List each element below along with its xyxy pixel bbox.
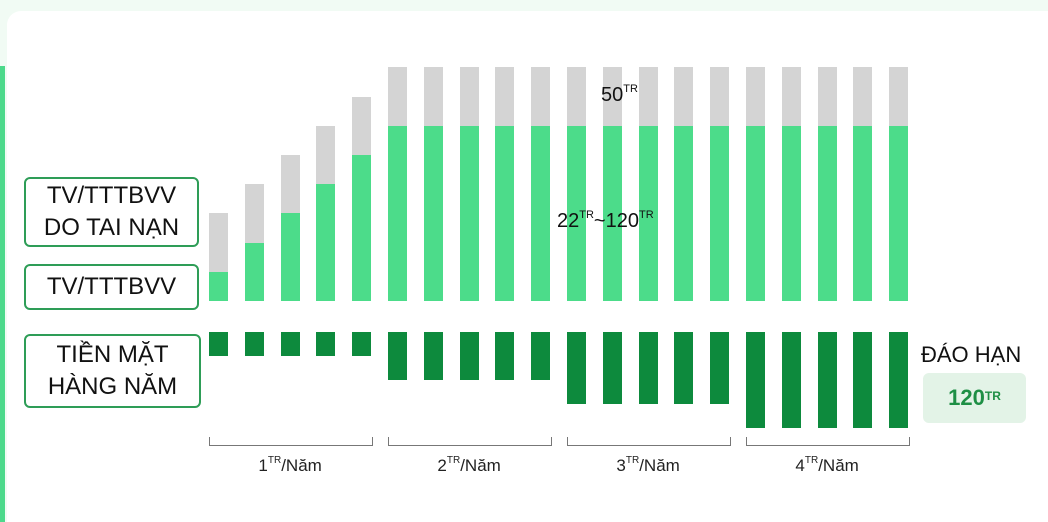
annual-cash-bar <box>352 332 372 356</box>
accident-bar <box>602 67 622 126</box>
group-label: 2TR/Năm <box>437 455 501 475</box>
maturity-value-box: 120 TR <box>923 373 1026 423</box>
death-benefit-bar <box>781 125 801 301</box>
death-benefit-bar <box>280 213 300 301</box>
annotation-mid-range: 22TR~120TR <box>557 209 654 232</box>
annual-cash-bar <box>746 332 765 428</box>
accident-bar <box>710 67 730 126</box>
accident-bar <box>209 213 228 272</box>
accident-bar <box>280 155 300 214</box>
death-benefit-bar <box>459 125 479 301</box>
death-benefit-bar <box>638 125 658 301</box>
death-benefit-bar <box>674 125 694 301</box>
accident-bar <box>853 67 873 126</box>
death-benefit-bar <box>352 155 372 301</box>
annual-cash-bar <box>674 332 694 404</box>
label-accident-death: TV/TTTBVV DO TAI NẠN <box>24 177 199 247</box>
accident-bar <box>388 67 407 126</box>
annual-cash-bar <box>817 332 837 428</box>
annual-cash-bar <box>244 332 264 356</box>
annual-cash-bar <box>531 332 551 380</box>
accident-bar <box>495 67 515 126</box>
accident-bar <box>746 67 765 126</box>
annual-cash-bar <box>495 332 515 380</box>
annual-cash-bar <box>209 332 228 356</box>
death-benefit-bar <box>316 184 336 301</box>
accident-bar <box>531 67 551 126</box>
annual-cash-bar <box>567 332 586 404</box>
group-bracket <box>209 437 374 446</box>
annual-cash-bar <box>602 332 622 404</box>
annual-cash-bar <box>781 332 801 428</box>
death-benefit-bar <box>602 125 622 301</box>
annotation-top-value: 50TR <box>601 83 638 106</box>
label-annual-cash: TIỀN MẶT HÀNG NĂM <box>24 334 201 408</box>
accident-bar <box>423 67 443 126</box>
accent-bar <box>0 66 5 522</box>
death-benefit-bar <box>495 125 515 301</box>
annual-cash-bar <box>388 332 407 380</box>
death-benefit-bar <box>388 125 407 301</box>
death-benefit-bar <box>817 125 837 301</box>
accident-bar <box>567 67 586 126</box>
group-bracket <box>746 437 911 446</box>
death-benefit-bar <box>244 242 264 301</box>
annual-cash-bar <box>423 332 443 380</box>
annual-cash-bar <box>316 332 336 356</box>
accident-bar <box>889 67 909 126</box>
accident-bar <box>316 125 336 185</box>
accident-bar <box>244 184 264 243</box>
death-benefit-bar <box>209 271 228 301</box>
accident-bar <box>459 67 479 126</box>
death-benefit-bar <box>567 125 586 301</box>
death-benefit-bar <box>889 125 909 301</box>
group-label: 4TR/Năm <box>795 455 859 475</box>
annual-cash-bar <box>638 332 658 404</box>
death-benefit-bar <box>531 125 551 301</box>
group-label: 1TR/Năm <box>258 455 322 475</box>
label-death: TV/TTTBVV <box>24 264 199 310</box>
accident-bar <box>352 96 372 155</box>
annual-cash-bar <box>280 332 300 356</box>
accident-bar <box>817 67 837 126</box>
death-benefit-bar <box>746 125 765 301</box>
maturity-title: ĐÁO HẠN <box>921 342 1022 367</box>
death-benefit-bar <box>710 125 730 301</box>
accident-bar <box>638 67 658 126</box>
accident-bar <box>781 67 801 126</box>
group-bracket <box>567 437 732 446</box>
accident-bar <box>674 67 694 126</box>
annual-cash-bar <box>710 332 730 404</box>
annual-cash-bar <box>889 332 909 428</box>
death-benefit-bar <box>853 125 873 301</box>
group-label: 3TR/Năm <box>616 455 680 475</box>
annual-cash-bar <box>853 332 873 428</box>
annual-cash-bar <box>459 332 479 380</box>
death-benefit-bar <box>423 125 443 301</box>
group-bracket <box>388 437 553 446</box>
